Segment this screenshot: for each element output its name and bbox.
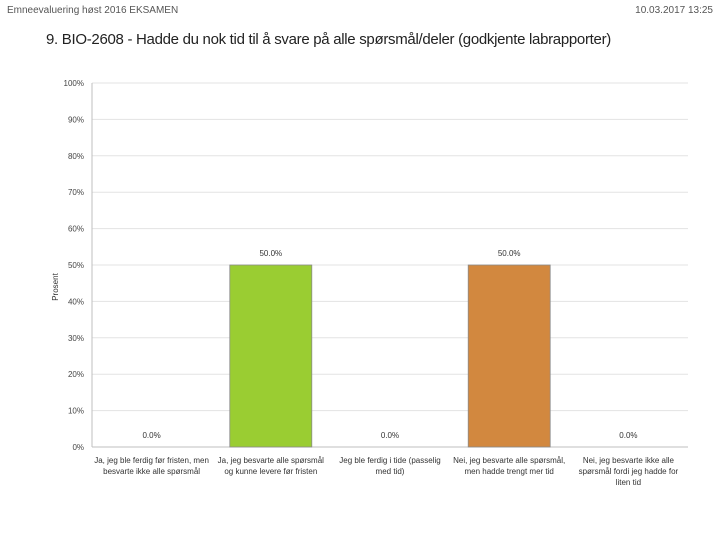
data-label: 0.0% <box>142 431 160 440</box>
y-axis-label: Prosent <box>51 272 60 300</box>
data-label: 0.0% <box>619 431 637 440</box>
y-tick-label: 60% <box>68 225 84 234</box>
y-tick-label: 90% <box>68 115 84 124</box>
category-label: Ja, jeg besvarte alle spørsmål og kunne … <box>217 456 324 476</box>
category-label: Ja, jeg ble ferdig før fristen, men besv… <box>94 456 209 476</box>
data-label: 50.0% <box>498 249 521 258</box>
report-header-timestamp: 10.03.2017 13:25 <box>635 5 713 16</box>
y-tick-label: 70% <box>68 188 84 197</box>
category-label: Nei, jeg besvarte ikke alle spørsmål for… <box>578 456 679 487</box>
y-tick-label: 30% <box>68 334 84 343</box>
y-tick-label: 40% <box>68 297 84 306</box>
category-label: Jeg ble ferdig i tide (passelig med tid) <box>339 456 441 476</box>
data-label: 0.0% <box>381 431 399 440</box>
y-tick-label: 0% <box>72 443 84 452</box>
data-label: 50.0% <box>259 249 282 258</box>
y-tick-label: 20% <box>68 370 84 379</box>
y-tick-label: 100% <box>64 79 84 88</box>
chart-title: 9. BIO-2608 - Hadde du nok tid til å sva… <box>46 31 611 48</box>
y-tick-label: 80% <box>68 152 84 161</box>
report-header-title: Emneevaluering høst 2016 EKSAMEN <box>7 5 179 16</box>
bar <box>467 264 551 448</box>
y-tick-label: 10% <box>68 407 84 416</box>
category-label: Nei, jeg besvarte alle spørsmål, men had… <box>453 456 566 476</box>
bar <box>229 264 313 448</box>
y-tick-label: 50% <box>68 261 84 270</box>
